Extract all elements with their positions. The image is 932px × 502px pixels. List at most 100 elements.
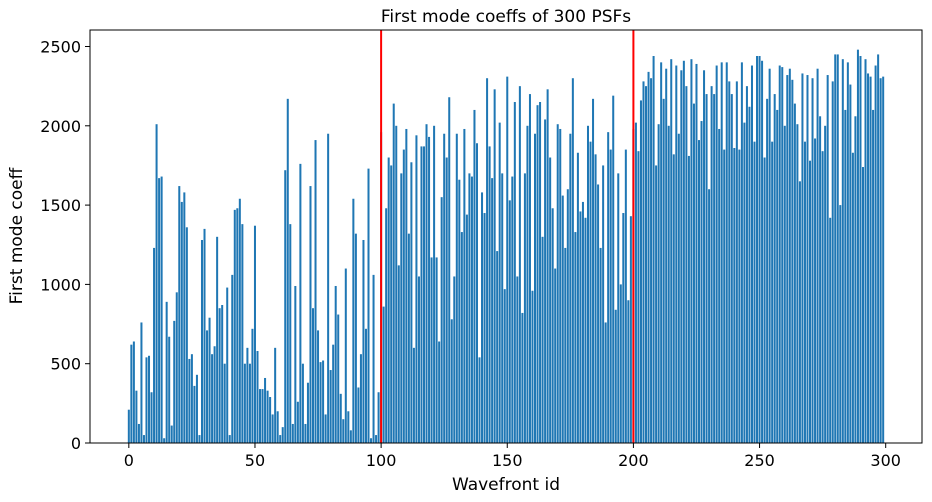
bar (173, 320, 176, 443)
bar (296, 401, 299, 443)
bar (200, 239, 204, 443)
bar (198, 435, 201, 443)
bar (791, 79, 794, 443)
bar (493, 89, 496, 444)
bar (715, 65, 718, 443)
bar (682, 60, 685, 443)
bar (733, 148, 736, 443)
bar (188, 358, 191, 443)
bar (317, 330, 320, 443)
bar (811, 78, 814, 443)
bar (377, 392, 380, 443)
bar (523, 173, 526, 443)
bar (672, 154, 675, 443)
bar (274, 347, 277, 443)
bar (203, 228, 206, 443)
bar (861, 167, 864, 443)
bar (357, 387, 360, 443)
bar (864, 59, 867, 443)
bar (667, 125, 670, 443)
bar (639, 100, 642, 443)
bar (571, 78, 574, 443)
bar (301, 363, 304, 443)
x-tick-label: 300 (870, 451, 901, 470)
bar (367, 168, 370, 443)
bar (821, 151, 824, 443)
bar (223, 363, 226, 443)
bar (445, 157, 448, 444)
bar (549, 157, 552, 444)
bar (382, 306, 385, 443)
bar (241, 224, 244, 443)
bar (882, 76, 885, 444)
bar (766, 98, 769, 443)
bar (665, 68, 668, 444)
bar (660, 62, 663, 444)
bar (634, 122, 637, 443)
bar (592, 98, 595, 443)
x-tick-label: 250 (744, 451, 775, 470)
bar (511, 176, 514, 443)
bar (364, 328, 367, 443)
bar (372, 274, 375, 443)
bar (153, 247, 156, 443)
bar (347, 411, 350, 443)
bar (284, 170, 287, 444)
y-tick-label: 1000 (40, 275, 81, 294)
bar (841, 59, 844, 443)
bar (846, 62, 849, 444)
y-axis-label: First mode coeff (7, 166, 27, 304)
bar (400, 173, 403, 443)
bar (748, 106, 751, 444)
bar (826, 75, 829, 444)
bar (559, 128, 562, 443)
bar (561, 195, 564, 443)
bar (168, 336, 171, 443)
bar (478, 357, 481, 443)
bar (650, 78, 653, 443)
y-tick-label: 1500 (40, 196, 81, 215)
bar (687, 155, 690, 443)
bar (781, 67, 784, 443)
bar (728, 81, 731, 444)
bar (851, 152, 854, 444)
plot-frame (89, 29, 923, 444)
bar (488, 146, 491, 443)
bar (513, 102, 516, 444)
bar (662, 98, 665, 443)
bar (798, 181, 801, 443)
bar (773, 94, 776, 444)
bar (470, 176, 473, 443)
bar (425, 124, 428, 443)
bar (498, 122, 501, 443)
x-tick-label: 100 (366, 451, 397, 470)
bar (564, 247, 567, 443)
bar (430, 257, 433, 443)
bar (879, 78, 882, 443)
bar (768, 68, 771, 444)
bar (370, 438, 373, 443)
bar (856, 49, 859, 444)
bar (718, 128, 721, 443)
bar (455, 133, 458, 443)
bar (420, 146, 423, 443)
bar (730, 94, 733, 444)
bar (279, 435, 282, 443)
bar (622, 213, 625, 443)
bar (453, 276, 456, 443)
bar (261, 389, 264, 443)
bar (158, 178, 161, 444)
bar (135, 390, 138, 443)
bar (392, 103, 395, 443)
bar (690, 59, 693, 443)
bar (738, 149, 741, 443)
bar (130, 344, 133, 443)
bar (763, 157, 766, 444)
bar (743, 122, 746, 443)
bar (309, 186, 312, 443)
bar (761, 60, 764, 443)
bar (306, 382, 309, 443)
bar (286, 98, 289, 443)
bar (816, 68, 819, 444)
